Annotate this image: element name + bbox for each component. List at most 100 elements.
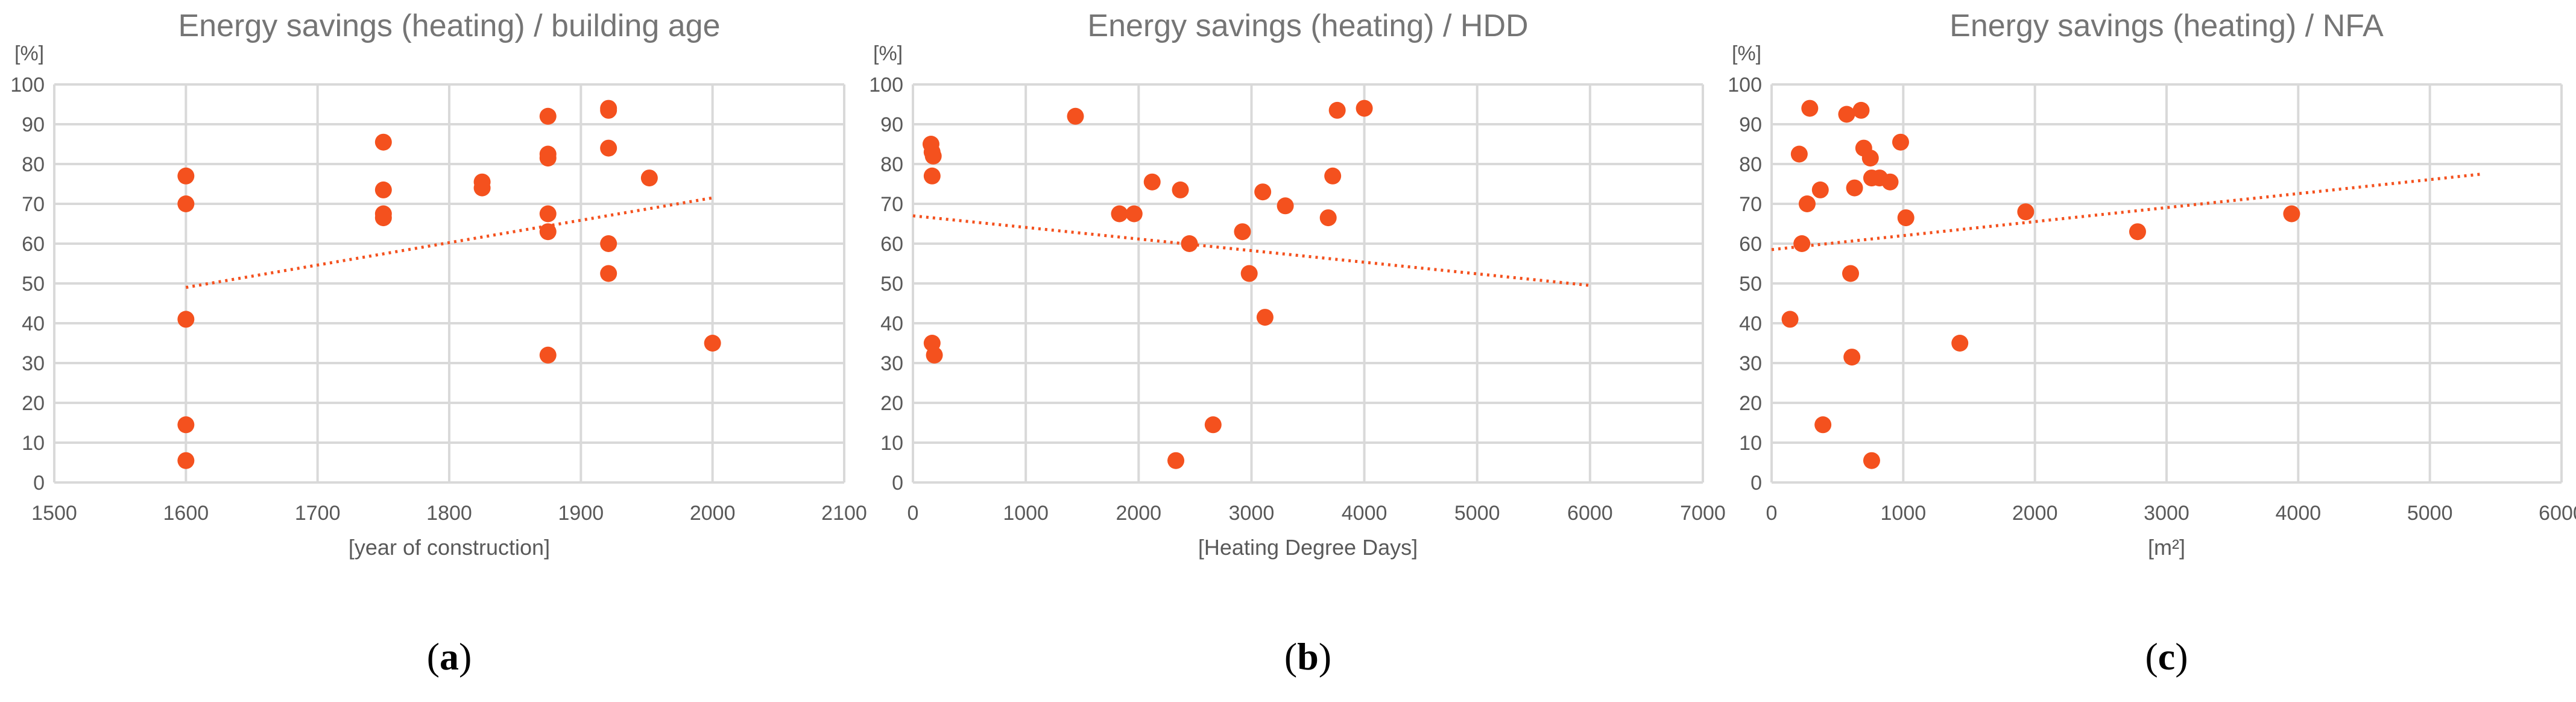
x-tick-label: 1900 [558, 502, 604, 525]
data-point [1172, 181, 1189, 198]
y-tick-label: 30 [1739, 352, 1762, 375]
y-tick-label: 20 [880, 392, 903, 415]
x-tick-label: 3000 [1229, 502, 1275, 525]
data-point [1793, 235, 1811, 252]
data-point [177, 416, 195, 434]
caption-open-paren: ( [2145, 635, 2158, 678]
y-tick-label: 70 [22, 193, 45, 216]
x-axis-label: [Heating Degree Days] [1198, 535, 1418, 560]
data-point [1801, 100, 1819, 117]
data-point [600, 235, 617, 252]
data-point [1798, 195, 1816, 212]
data-point [1861, 150, 1879, 167]
y-tick-label: 60 [880, 233, 903, 256]
caption-label: (b) [1284, 635, 1331, 678]
data-point [473, 179, 491, 197]
data-point [600, 101, 617, 119]
data-point [600, 265, 617, 282]
y-tick-label: 0 [33, 472, 45, 495]
x-tick-label: 1800 [426, 502, 472, 525]
data-point [1863, 452, 1880, 469]
y-tick-label: 40 [22, 312, 45, 335]
chart-svg-c: Energy savings (heating) / NFA [%] 0 10 20 30… [1728, 8, 2576, 678]
x-tick-label: 4000 [1342, 502, 1387, 525]
y-axis-unit-label: [%] [873, 42, 903, 65]
y-tick-label: 0 [1750, 472, 1762, 495]
data-point [1319, 209, 1337, 227]
x-tick-label: 1500 [31, 502, 77, 525]
caption-close-paren: ) [1319, 635, 1331, 678]
x-tick-label: 5000 [1454, 502, 1500, 525]
caption-open-paren: ( [427, 635, 440, 678]
data-point [924, 147, 942, 165]
caption-open-paren: ( [1284, 635, 1297, 678]
y-tick-label: 30 [880, 352, 903, 375]
data-point [2283, 205, 2300, 223]
data-point [1811, 181, 1829, 198]
data-point [1897, 209, 1915, 227]
y-tick-label: 60 [1739, 233, 1762, 256]
data-point [926, 346, 943, 364]
y-tick-label: 50 [22, 273, 45, 296]
data-point [1125, 205, 1143, 223]
x-tick-label: 0 [908, 502, 919, 525]
data-point [374, 209, 392, 227]
data-point [2017, 203, 2035, 221]
data-point [539, 107, 557, 125]
y-tick-label: 70 [880, 193, 903, 216]
data-point [1838, 106, 1855, 123]
y-tick-label: 20 [22, 392, 45, 415]
x-tick-label: 6000 [2539, 502, 2576, 525]
data-point [1852, 101, 1870, 119]
data-point [539, 346, 557, 364]
data-point [1356, 100, 1373, 117]
y-tick-label: 40 [880, 312, 903, 335]
chart-svg-a: Energy savings (heating) / building age [… [10, 8, 867, 678]
y-tick-label: 100 [10, 74, 45, 96]
data-point [704, 335, 721, 352]
data-point [1181, 235, 1198, 252]
y-tick-label: 90 [1739, 113, 1762, 136]
x-tick-label: 2000 [690, 502, 736, 525]
x-tick-label: 0 [1766, 502, 1778, 525]
data-point [177, 195, 195, 212]
x-tick-label: 3000 [2144, 502, 2189, 525]
data-point [1324, 167, 1342, 185]
data-point [1814, 416, 1832, 434]
y-tick-label: 20 [1739, 392, 1762, 415]
data-point [600, 139, 617, 157]
data-point [539, 150, 557, 167]
data-point [1328, 101, 1346, 119]
y-tick-label: 40 [1739, 312, 1762, 335]
x-tick-label: 1000 [1003, 502, 1049, 525]
data-point [640, 169, 658, 187]
y-tick-label: 100 [1728, 74, 1762, 96]
y-tick-label: 90 [880, 113, 903, 136]
y-tick-label: 50 [1739, 273, 1762, 296]
caption-label: (a) [427, 635, 472, 678]
x-tick-label: 2000 [2012, 502, 2058, 525]
data-point [1781, 311, 1799, 328]
data-point [374, 133, 392, 151]
y-tick-label: 90 [22, 113, 45, 136]
trendline [185, 196, 713, 289]
data-point [1254, 183, 1272, 201]
data-point [1143, 173, 1161, 191]
y-tick-label: 10 [880, 432, 903, 455]
y-tick-label: 10 [1739, 432, 1762, 455]
y-tick-label: 30 [22, 352, 45, 375]
x-tick-label: 2000 [1116, 502, 1161, 525]
data-point [1277, 197, 1294, 215]
data-point [374, 181, 392, 198]
data-point [1234, 223, 1251, 241]
data-point [1881, 173, 1899, 191]
data-point [2129, 223, 2146, 241]
x-axis-label: [year of construction] [349, 535, 550, 560]
y-tick-label: 60 [22, 233, 45, 256]
y-axis-unit-label: [%] [1732, 42, 1761, 65]
y-tick-label: 70 [1739, 193, 1762, 216]
data-point [1256, 309, 1274, 326]
chart-title: Energy savings (heating) / NFA [1949, 8, 2384, 43]
y-tick-label: 80 [880, 153, 903, 176]
data-point [1951, 335, 1969, 352]
